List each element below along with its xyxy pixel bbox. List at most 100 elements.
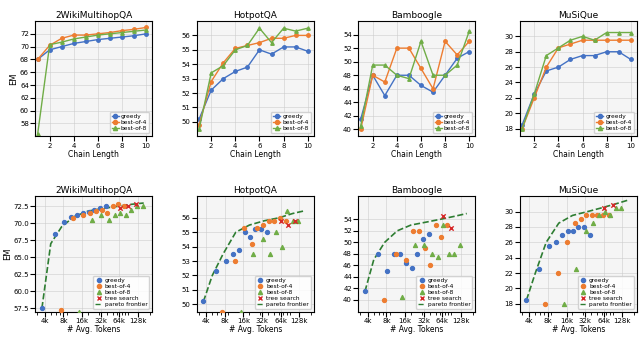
Point xyxy=(446,225,456,231)
Point xyxy=(87,217,97,223)
Point xyxy=(257,237,268,242)
Point xyxy=(287,218,298,224)
Point xyxy=(259,222,269,228)
Point xyxy=(104,217,114,223)
Legend: greedy, best-of-4, best-of-8, tree search, pareto frontier: greedy, best-of-4, best-of-8, tree searc… xyxy=(416,275,472,309)
X-axis label: Chain Length: Chain Length xyxy=(553,150,604,159)
Point xyxy=(290,218,300,224)
Point xyxy=(585,232,595,237)
Point xyxy=(56,307,66,313)
Point xyxy=(382,268,392,274)
Point xyxy=(608,203,618,208)
Point xyxy=(96,212,106,218)
Point xyxy=(72,212,83,218)
Point xyxy=(276,218,286,224)
Legend: greedy, best-of-4, best-of-8, tree search, pareto frontier: greedy, best-of-4, best-of-8, tree searc… xyxy=(93,275,149,309)
Point xyxy=(264,218,274,224)
Point xyxy=(252,225,262,231)
Point xyxy=(220,258,230,264)
Legend: greedy, best-of-4, best-of-8, tree search, pareto frontier: greedy, best-of-4, best-of-8, tree searc… xyxy=(578,275,634,309)
Point xyxy=(239,230,250,235)
Point xyxy=(442,222,452,228)
Point xyxy=(436,234,447,239)
Point xyxy=(250,226,260,232)
Point xyxy=(74,309,84,314)
X-axis label: # Avg. Tokens: # Avg. Tokens xyxy=(552,325,605,334)
Point xyxy=(50,231,60,236)
Point xyxy=(600,209,610,215)
Point xyxy=(97,207,107,212)
Point xyxy=(396,251,406,257)
Point xyxy=(100,204,111,209)
Point xyxy=(570,220,580,226)
Point xyxy=(85,210,95,216)
Title: Bamboogle: Bamboogle xyxy=(391,11,442,20)
Point xyxy=(426,251,436,257)
Point xyxy=(256,226,266,232)
Point xyxy=(37,305,47,311)
Point xyxy=(611,205,621,211)
Point xyxy=(522,297,532,303)
Point xyxy=(89,207,99,212)
Point xyxy=(449,251,460,257)
Point xyxy=(581,213,591,218)
Point xyxy=(389,251,399,257)
Point xyxy=(551,239,561,245)
Title: MuSiQue: MuSiQue xyxy=(558,11,598,20)
X-axis label: Chain Length: Chain Length xyxy=(68,150,119,159)
Point xyxy=(406,265,417,271)
Point xyxy=(239,225,249,231)
Point xyxy=(113,202,124,207)
Point xyxy=(573,224,584,230)
Point xyxy=(265,251,275,257)
Point xyxy=(132,204,142,209)
Y-axis label: EM: EM xyxy=(3,247,12,260)
Point xyxy=(587,213,597,218)
Point xyxy=(109,212,120,218)
Point xyxy=(78,210,88,216)
Point xyxy=(553,270,563,276)
Point xyxy=(102,210,112,216)
Point xyxy=(77,212,88,218)
Point xyxy=(540,301,550,307)
Point xyxy=(575,217,586,222)
Point xyxy=(543,243,554,249)
Point xyxy=(559,301,569,307)
Point xyxy=(414,228,424,233)
Point xyxy=(269,218,279,224)
Point xyxy=(246,241,257,246)
Point xyxy=(138,204,148,209)
Point xyxy=(217,309,227,314)
Point xyxy=(420,245,430,251)
Title: Bamboogle: Bamboogle xyxy=(391,187,442,195)
Title: HotpotQA: HotpotQA xyxy=(234,11,277,20)
Point xyxy=(418,237,428,242)
Point xyxy=(262,230,273,235)
X-axis label: Chain Length: Chain Length xyxy=(230,150,281,159)
Point xyxy=(580,228,591,233)
Point xyxy=(126,207,136,212)
Point xyxy=(588,220,598,226)
Point xyxy=(397,294,407,300)
Point xyxy=(592,213,602,218)
Point xyxy=(579,224,589,230)
Point xyxy=(372,251,383,257)
Title: HotpotQA: HotpotQA xyxy=(234,187,277,195)
Point xyxy=(67,214,77,219)
Point xyxy=(123,204,133,209)
Point xyxy=(424,231,434,237)
Point xyxy=(419,243,429,248)
Point xyxy=(68,215,79,221)
Point xyxy=(283,222,293,228)
Point xyxy=(431,222,441,228)
Point xyxy=(121,212,131,218)
Point xyxy=(131,202,141,207)
Point xyxy=(401,260,412,265)
Point xyxy=(616,205,627,211)
Title: MuSiQue: MuSiQue xyxy=(558,187,598,195)
Point xyxy=(438,214,448,219)
Point xyxy=(378,297,388,303)
Point xyxy=(391,251,401,257)
Point xyxy=(562,239,572,245)
Title: 2WikiMultihopQA: 2WikiMultihopQA xyxy=(55,187,132,195)
